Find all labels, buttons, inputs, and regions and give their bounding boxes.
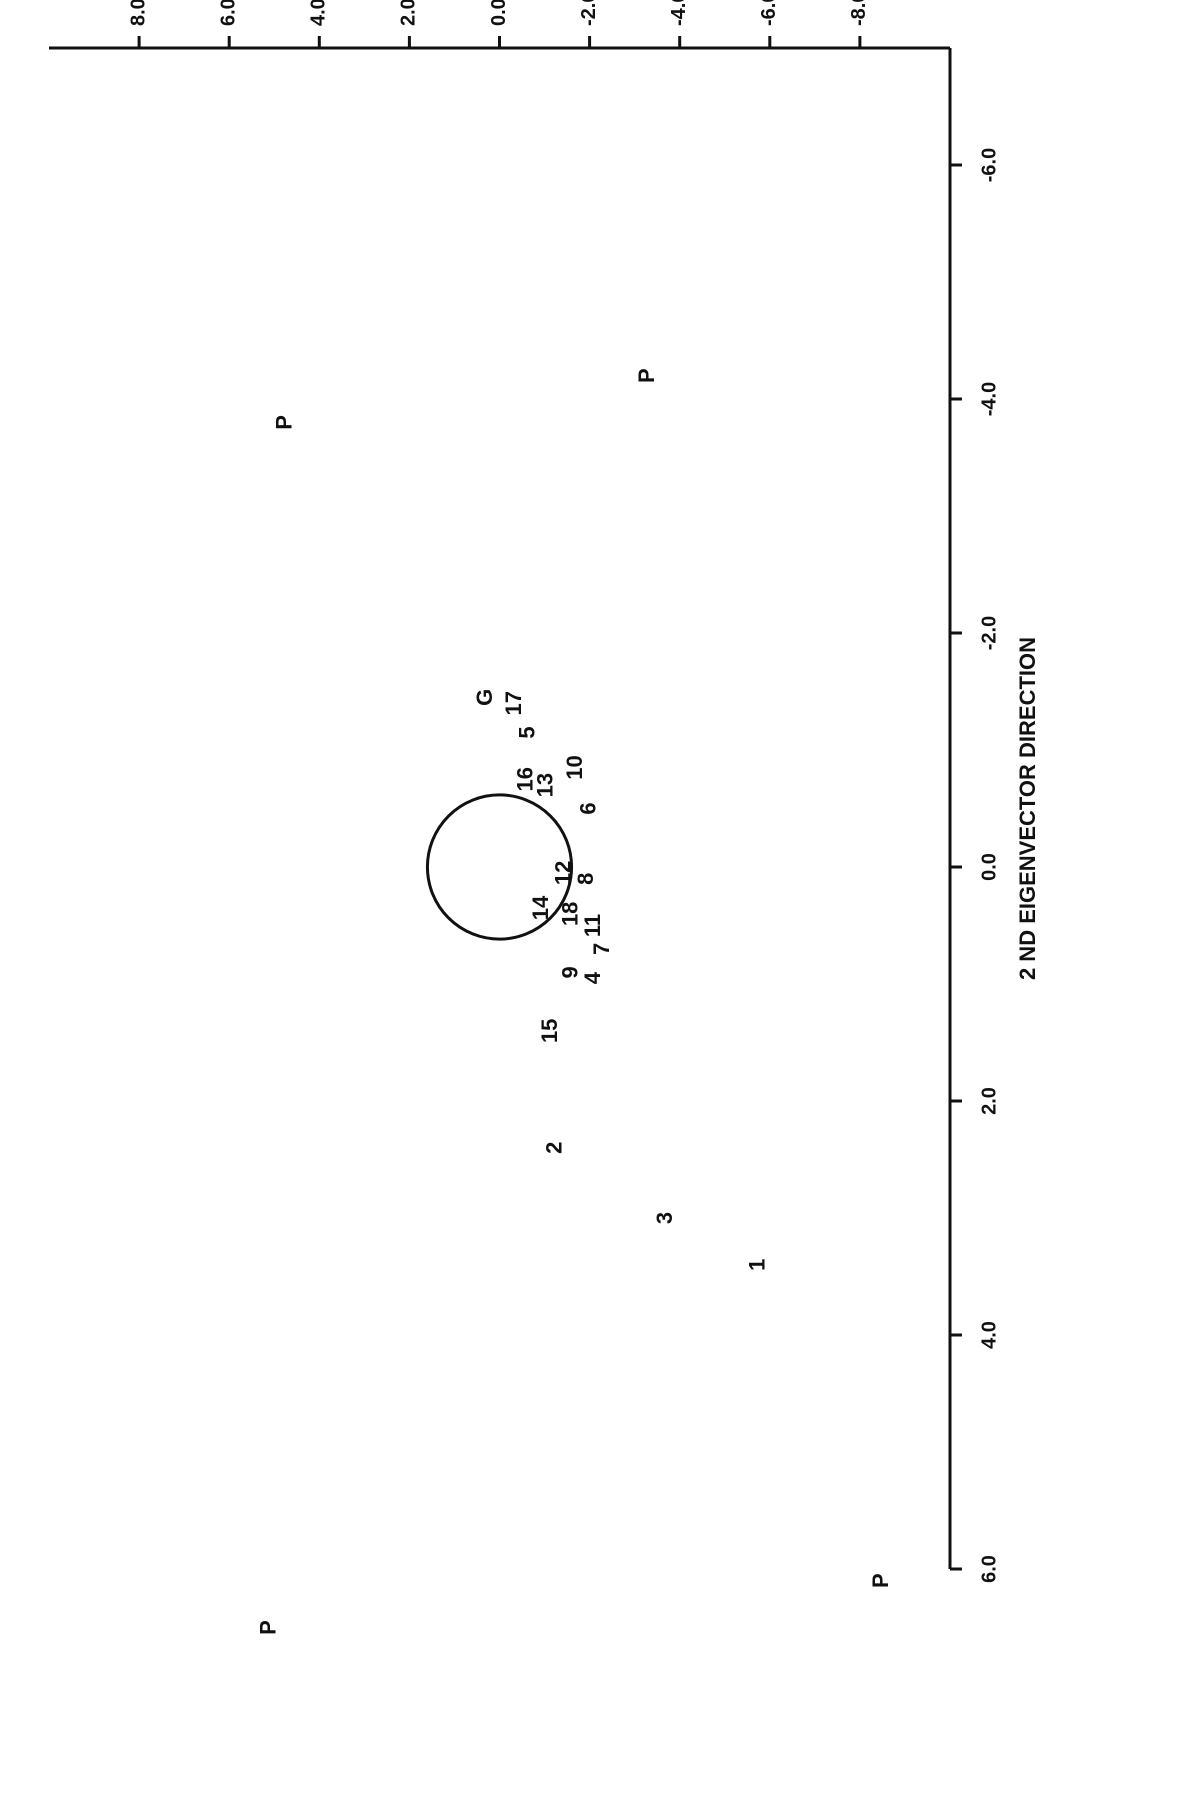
y-tick-label: 2.0: [978, 1087, 1000, 1115]
data-point-label: G: [472, 689, 497, 706]
data-point-label: 8: [573, 873, 598, 885]
data-point-label: P: [868, 1573, 893, 1588]
x-tick-label: 2.0: [398, 0, 420, 26]
x-tick-label: 4.0: [308, 0, 330, 26]
data-point-label: 13: [533, 773, 558, 797]
data-point-label: 15: [537, 1019, 562, 1043]
data-point-label: 5: [515, 726, 540, 738]
y-tick-label: 6.0: [978, 1555, 1000, 1583]
data-point-label: 14: [528, 895, 553, 920]
y-axis-label: 2 ND EIGENVECTOR DIRECTION: [1015, 637, 1040, 980]
x-axis-ticks: -8.0 -6.0 -4.0 -2.0 0.0 2.0 4.0 6.0 8.0: [127, 0, 870, 48]
chart-rotated-group: -8.0 -6.0 -4.0 -2.0 0.0 2.0 4.0 6.0 8.0 6.0 4.0 2.…: [49, 0, 1040, 1635]
y-axis-ticks: 6.0 4.0 2.0 0.0 -2.0 -4.0 -6.0: [950, 148, 1000, 1583]
data-point-label: 12: [551, 861, 576, 885]
data-point-label: 1: [744, 1259, 769, 1271]
data-point-label: 10: [562, 755, 587, 779]
data-point-label: 3: [652, 1212, 677, 1224]
y-tick-label: -2.0: [978, 616, 1000, 650]
x-tick-label: -4.0: [668, 0, 690, 26]
reference-circle: [425, 793, 574, 941]
data-point-label: 6: [575, 802, 600, 814]
data-point-label: 2: [542, 1142, 567, 1154]
y-tick-label: 0.0: [978, 853, 1000, 881]
data-point-label: 11: [580, 914, 605, 937]
data-point-label: 17: [501, 691, 526, 715]
y-tick-label: -6.0: [978, 148, 1000, 182]
data-point-label: P: [634, 368, 659, 383]
data-point-label: 16: [512, 767, 537, 791]
data-point-label: P: [271, 415, 296, 430]
x-tick-label: 6.0: [217, 0, 239, 26]
x-tick-label: -6.0: [758, 0, 780, 26]
x-tick-label: 0.0: [488, 0, 510, 26]
data-point-label: P: [256, 1620, 281, 1635]
x-tick-label: -8.0: [848, 0, 870, 26]
data-point-label: 9: [557, 966, 582, 978]
y-tick-label: -4.0: [978, 382, 1000, 416]
data-point-label: 7: [589, 943, 614, 955]
data-point-label: 4: [580, 971, 605, 984]
x-tick-label: -2.0: [578, 0, 600, 26]
x-tick-label: 8.0: [127, 0, 149, 26]
data-point-label: 18: [557, 902, 582, 926]
y-tick-label: 4.0: [978, 1321, 1000, 1349]
